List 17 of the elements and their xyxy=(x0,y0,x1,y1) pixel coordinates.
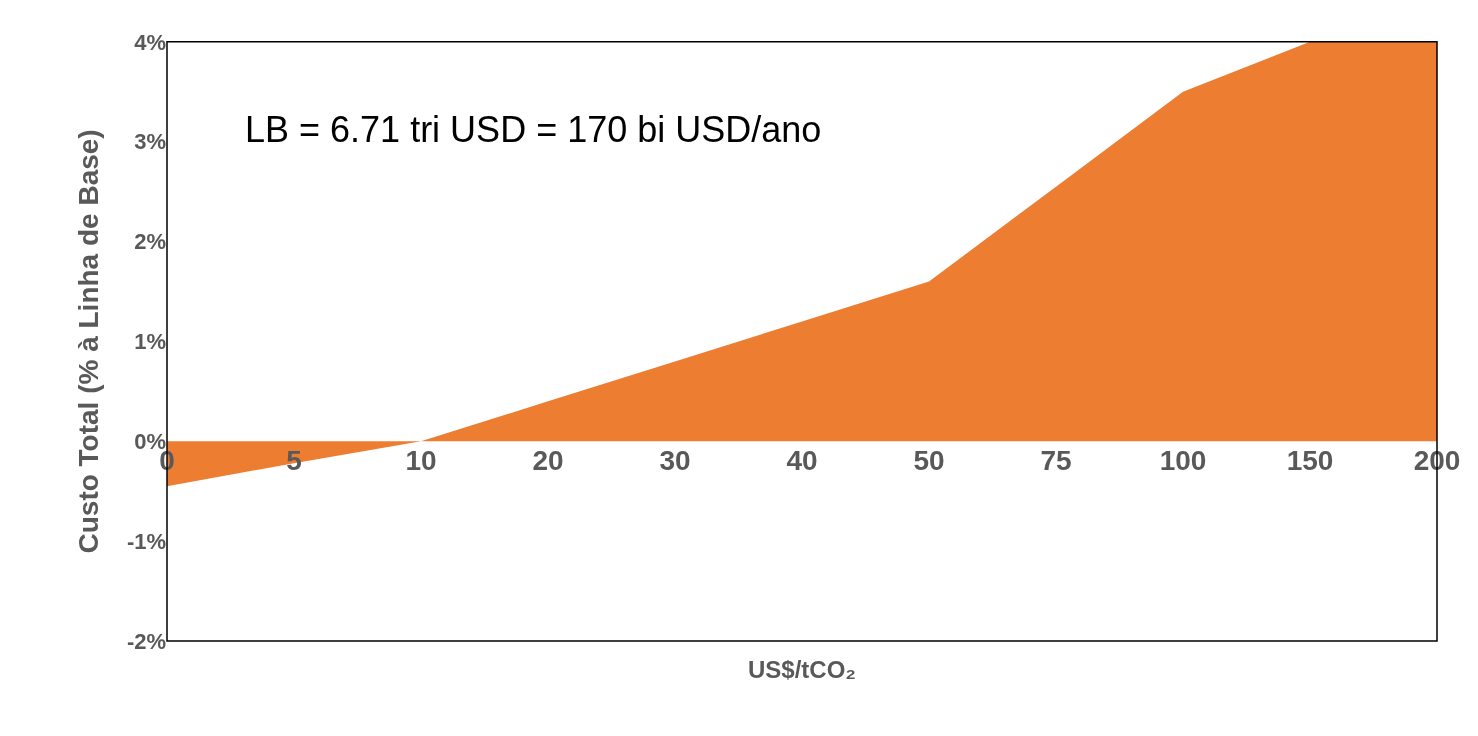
y-tick-label: 1% xyxy=(134,329,166,355)
x-tick-label: 20 xyxy=(532,445,564,477)
x-tick-label: 100 xyxy=(1159,445,1207,477)
x-tick-label: 150 xyxy=(1286,445,1334,477)
x-tick-label: 30 xyxy=(659,445,691,477)
y-tick-label: 4% xyxy=(134,29,166,55)
x-tick-label: 75 xyxy=(1040,445,1072,477)
y-tick-label: -2% xyxy=(126,628,166,654)
x-tick-label: 10 xyxy=(405,445,437,477)
y-tick-label: -1% xyxy=(126,528,166,554)
x-axis-title: US$/tCO₂ xyxy=(748,656,857,683)
x-tick-label: 50 xyxy=(913,445,945,477)
x-tick-label: 40 xyxy=(786,445,818,477)
y-tick-label: 3% xyxy=(134,129,166,155)
annotation: LB = 6.71 tri USD = 170 bi USD/ano xyxy=(245,109,822,150)
y-tick-label: 2% xyxy=(134,229,166,255)
y-axis-title: Custo Total (% à Linha de Base) xyxy=(72,129,104,554)
